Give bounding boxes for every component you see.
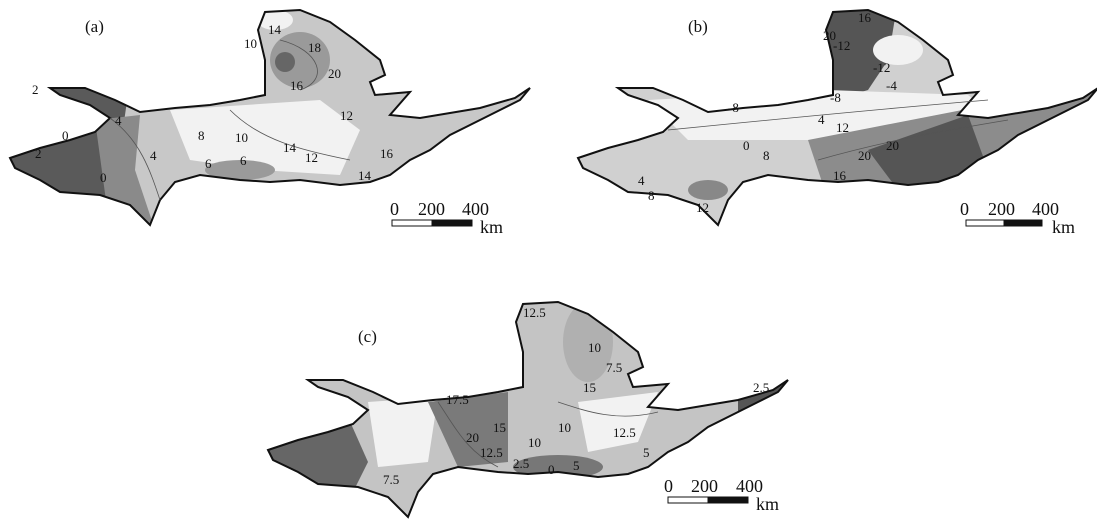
panel-a: (a) 2 0 2 4 0 4 10 8 6 6 10 14 12 16 16 …: [0, 10, 530, 237]
panel-label: (c): [358, 327, 377, 346]
contour-label: 12.5: [523, 305, 546, 320]
scale-tick-label: 400: [736, 476, 763, 496]
contour-label: 0: [62, 128, 69, 143]
contour-label: 4: [818, 112, 825, 127]
contour-label: 12.5: [480, 445, 503, 460]
scale-tick-label: 0: [664, 476, 673, 496]
contour-label: -8: [728, 100, 739, 115]
contour-label: 15: [493, 420, 506, 435]
contour-label: 14: [358, 168, 372, 183]
scale-bar: 0 200 400 km: [664, 476, 779, 514]
panel-label: (b): [688, 17, 708, 36]
contour-label: 0: [743, 138, 750, 153]
contour-label: 12: [836, 120, 849, 135]
contour-label: 10: [558, 420, 571, 435]
contour-label: 4: [115, 113, 122, 128]
contour-label: 20: [858, 148, 871, 163]
contour-label: 2: [32, 82, 39, 97]
contour-label: 2: [35, 146, 42, 161]
scale-tick-label: 200: [988, 199, 1015, 219]
contour-label: 12: [340, 108, 353, 123]
contour-label: 10: [528, 435, 541, 450]
scale-tick-label: 400: [462, 199, 489, 219]
contour-label: -12: [833, 38, 850, 53]
scale-tick-label: 0: [960, 199, 969, 219]
contour-label: 4: [638, 173, 645, 188]
scale-bar: 0 200 400 km: [390, 199, 503, 237]
contour-label: 15: [583, 380, 596, 395]
contour-label: 4: [150, 148, 157, 163]
contour-label: 12: [696, 200, 709, 215]
contour-label: 2.5: [513, 456, 529, 471]
contour-label: 0: [548, 462, 555, 477]
contour-label: 8: [763, 148, 770, 163]
contour-label: 16: [380, 146, 394, 161]
contour-label: 14: [268, 22, 282, 37]
scale-unit: km: [480, 217, 503, 237]
scale-tick-label: 400: [1032, 199, 1059, 219]
contour-label: -8: [830, 90, 841, 105]
contour-label: 12: [305, 150, 318, 165]
contour-label: 12.5: [613, 425, 636, 440]
contour-label: 7.5: [383, 472, 399, 487]
contour-label: 14: [283, 140, 297, 155]
contour-label: -12: [873, 60, 890, 75]
contour-label: 20: [328, 66, 341, 81]
contour-label: 6: [240, 153, 247, 168]
contour-label: 2.5: [753, 380, 769, 395]
contour-label: 16: [858, 10, 872, 25]
contour-label: 17.5: [446, 392, 469, 407]
panel-c: (c) 12.5 10 7.5 15 10 12.5 20 17.5 15 12…: [258, 302, 798, 521]
panel-label: (a): [85, 17, 104, 36]
contour-label: 10: [244, 36, 257, 51]
panel-b: (b) 20 16 -12 -8 -12 -8 4 0 -4 8 12 20 2…: [578, 0, 1097, 237]
contour-label: 20: [886, 138, 899, 153]
contour-label: 16: [290, 78, 304, 93]
scale-unit: km: [756, 494, 779, 514]
contour-label: 0: [100, 170, 107, 185]
contour-label: 8: [198, 128, 205, 143]
contour-label: 20: [466, 430, 479, 445]
scale-bar: 0 200 400 km: [960, 199, 1075, 237]
scale-tick-label: 200: [691, 476, 718, 496]
contour-label: -4: [886, 78, 897, 93]
contour-label: 5: [573, 458, 580, 473]
contour-label: 7.5: [606, 360, 622, 375]
contour-label: 10: [588, 340, 601, 355]
scale-tick-label: 200: [418, 199, 445, 219]
contour-label: 10: [235, 130, 248, 145]
scale-unit: km: [1052, 217, 1075, 237]
contour-label: 6: [205, 156, 212, 171]
contour-label: 18: [308, 40, 321, 55]
contour-label: 8: [648, 188, 655, 203]
contour-label: 16: [833, 168, 847, 183]
figure: (a) 2 0 2 4 0 4 10 8 6 6 10 14 12 16 16 …: [0, 0, 1097, 521]
shading: [0, 10, 360, 230]
contour-label: 5: [643, 445, 650, 460]
scale-tick-label: 0: [390, 199, 399, 219]
